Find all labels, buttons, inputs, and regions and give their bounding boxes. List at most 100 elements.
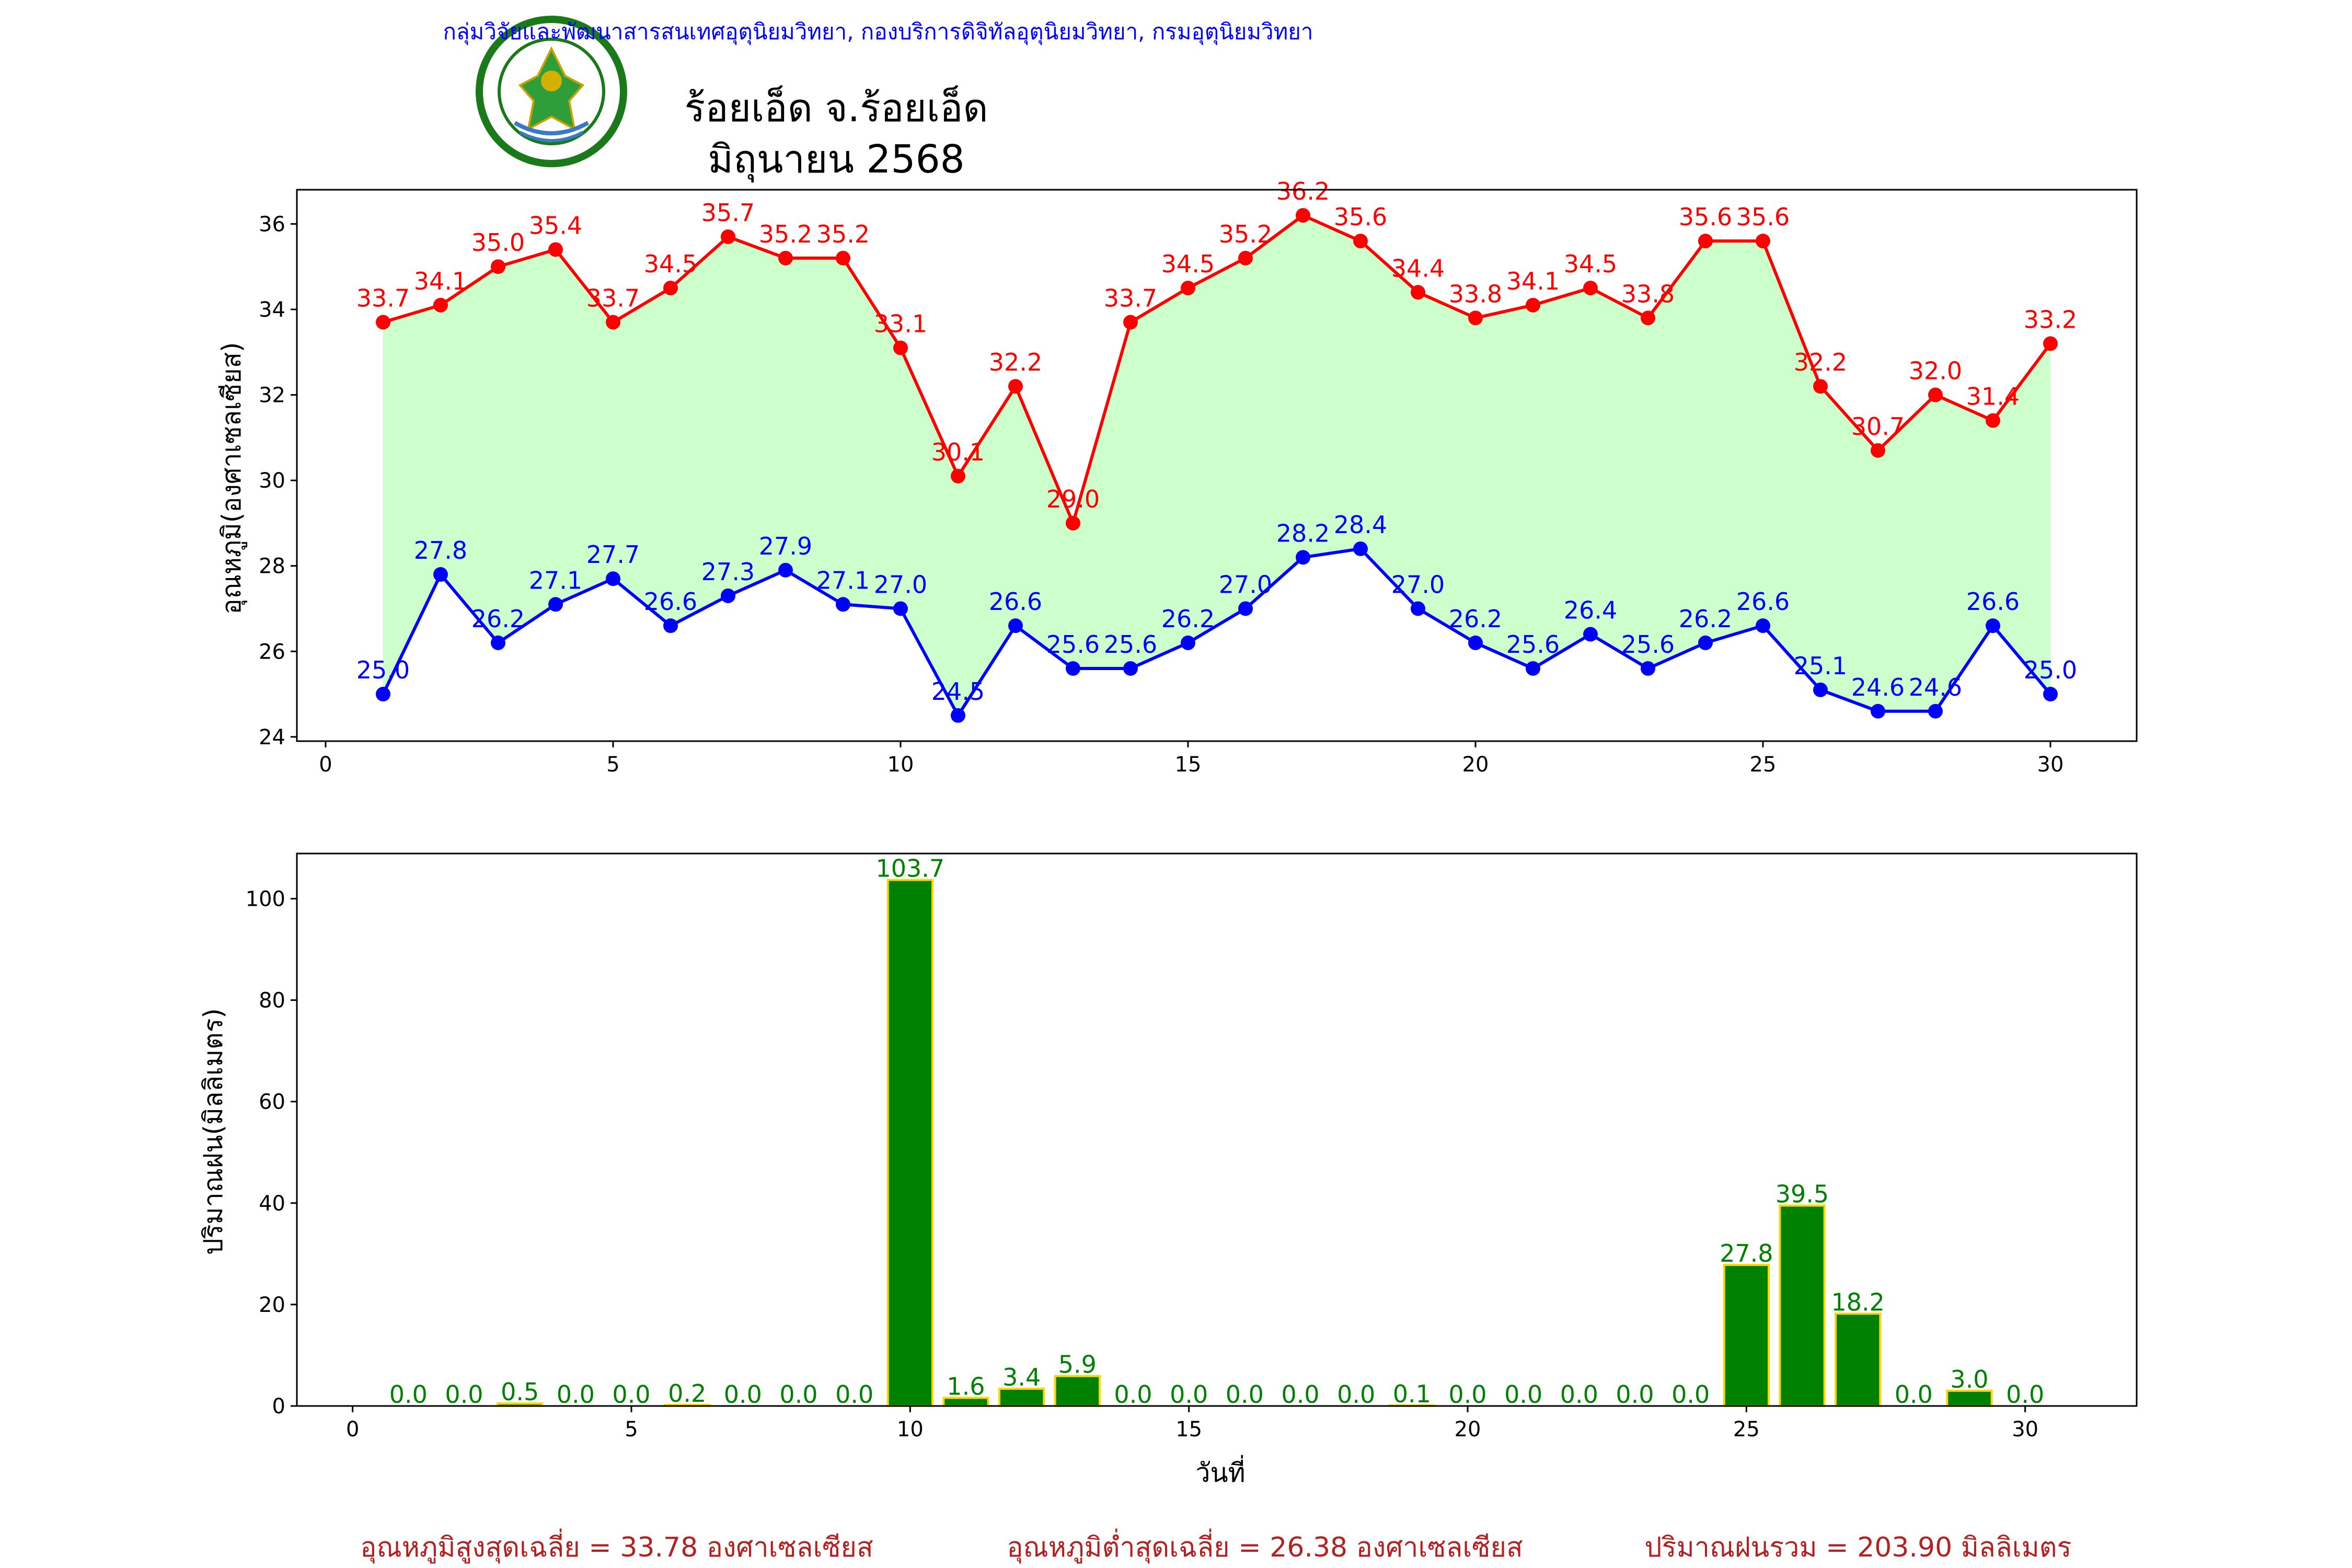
rainfall-y-tick-label: 80: [259, 989, 285, 1013]
rainfall-bar: [1779, 1204, 1826, 1407]
temperature-chart: 33.734.135.035.433.734.535.735.2 35.233.1…: [216, 177, 2138, 777]
min-temperature-point: [721, 588, 735, 603]
max-temperature-point: [1986, 413, 2000, 428]
rainfall-data-label: 0.0: [724, 1380, 762, 1409]
rainfall-data-labels: 0.0 0.0 0.5 0.0 0.0 0.2 0.0 0.0 0.0 103.7 1.6 3.4 5.…: [389, 854, 2044, 1409]
min-temperature-point: [2043, 687, 2058, 702]
rainfall-axes: 0 5 10 15 20 25 30 0 20 40 60 80 100: [246, 852, 2138, 1442]
min-temperature-data-label: 26.2: [471, 605, 525, 633]
rainfall-y-tick-label: 40: [259, 1192, 285, 1216]
max-temperature-point: [1641, 310, 1655, 326]
max-temperature-data-label: 34.1: [414, 267, 467, 295]
footer-avg-min-temp: อุณหภูมิต่ำสุดเฉลี่ย = 26.38 องศาเซลเซีย…: [1007, 1528, 1523, 1564]
min-temperature-point: [1928, 704, 1943, 719]
max-temperature-data-label: 33.8: [1449, 280, 1502, 308]
min-temperature-point: [1238, 601, 1253, 616]
rainfall-bar: [1054, 1375, 1101, 1407]
rainfall-x-tick-label: 0: [346, 1417, 359, 1442]
max-temperature-point: [1698, 234, 1713, 249]
max-temperature-data-label: 35.2: [1219, 220, 1272, 248]
min-temperature-data-label: 25.6: [1104, 630, 1157, 659]
rainfall-y-tick-label: 60: [259, 1090, 285, 1114]
max-temperature-point: [1813, 379, 1828, 394]
min-temperature-point: [663, 618, 678, 633]
max-temperature-point: [2043, 336, 2058, 351]
min-temperature-point: [491, 635, 505, 650]
footer-rain-total: ปริมาณฝนรวม = 203.90 มิลลิเมตร: [1645, 1532, 2072, 1563]
max-temperature-data-label: 35.2: [816, 220, 870, 248]
max-temperature-data-label: 32.2: [989, 348, 1042, 376]
max-temperature-data-label: 33.1: [874, 310, 927, 338]
chart-title-month: มิถุนายน 2568: [708, 137, 965, 183]
max-temperature-data-label: 33.2: [2024, 305, 2077, 333]
rainfall-y-tick-label: 20: [259, 1293, 285, 1317]
rainfall-chart: 0.0 0.0 0.5 0.0 0.0 0.2 0.0 0.0 0.0 103.7 1.6 3.4 5.…: [198, 852, 2138, 1488]
max-temperature-line: [383, 213, 2052, 528]
rainfall-data-label: 0.0: [835, 1380, 873, 1409]
rainfall-data-label: 0.0: [1226, 1380, 1264, 1409]
max-temperature-point: [951, 468, 965, 483]
min-temperature-data-label: 26.6: [1966, 587, 2020, 616]
max-temperature-data-label: 35.4: [529, 211, 582, 239]
max-temperature-data-label: 35.0: [471, 228, 525, 257]
rainfall-data-label: 0.0: [2006, 1380, 2044, 1409]
temperature-axes: 0 5 10 15 20 25 30 24 26 28 30 32 34 36: [259, 189, 2138, 777]
max-temperature-data-label: 33.7: [586, 284, 640, 313]
temperature-x-tick-label: 20: [1462, 753, 1489, 777]
min-temperature-data-label: 27.0: [1219, 570, 1272, 598]
min-temperature-data-label: 27.8: [414, 536, 467, 564]
max-temperature-data-label: 29.0: [1046, 485, 1100, 513]
min-temperature-point: [836, 597, 850, 612]
rainfall-data-label: 0.0: [1337, 1380, 1375, 1409]
meteorological-department-logo: [476, 16, 627, 167]
rainfall-data-label: 39.5: [1775, 1180, 1829, 1208]
min-temperature-series: [376, 541, 2058, 723]
rainfall-data-label: 0.5: [501, 1378, 539, 1406]
rainfall-bar: [886, 879, 933, 1408]
rainfall-x-tick-label: 10: [897, 1417, 924, 1442]
rainfall-data-label: 0.0: [1114, 1380, 1152, 1409]
rainfall-bar: [1946, 1389, 1993, 1408]
min-temperature-data-label: 25.0: [2024, 656, 2077, 684]
min-temperature-data-label: 27.3: [701, 558, 755, 586]
temperature-y-tick-label: 28: [259, 555, 285, 579]
min-temperature-point: [778, 562, 793, 578]
temperature-y-tick-label: 36: [259, 212, 285, 236]
rainfall-data-label: 0.1: [1393, 1380, 1431, 1408]
max-temperature-data-label: 34.5: [1564, 250, 1617, 278]
temperature-x-tick-label: 30: [2037, 753, 2064, 777]
min-temperature-point: [433, 567, 448, 582]
rainfall-data-label: 0.0: [389, 1380, 428, 1409]
max-temperature-point: [1008, 379, 1023, 394]
min-temperature-point: [951, 708, 965, 723]
min-temperature-line: [382, 547, 2052, 719]
max-temperature-point: [548, 242, 563, 257]
max-temperature-data-label: 30.7: [1851, 412, 1905, 441]
min-temperature-point: [1641, 661, 1655, 676]
max-temperature-point: [433, 297, 448, 313]
max-temperature-point: [1353, 234, 1368, 249]
min-temperature-data-label: 27.9: [759, 532, 812, 560]
rainfall-data-label: 5.9: [1058, 1351, 1097, 1379]
rainfall-bar: [1835, 1312, 1882, 1408]
min-temperature-point: [1181, 635, 1195, 650]
min-temperature-point: [1756, 618, 1770, 633]
rainfall-data-label: 0.0: [1504, 1380, 1542, 1409]
min-temperature-point: [1813, 682, 1828, 697]
agency-line: กลุ่มวิจัยและพัฒนาสารสนเทศอุตุนิยมวิทยา,…: [443, 19, 1313, 45]
max-temperature-point: [491, 259, 505, 274]
max-temperature-point: [606, 315, 620, 330]
rainfall-data-label: 0.0: [1671, 1380, 1710, 1409]
max-temperature-point: [1296, 208, 1310, 223]
rainfall-x-tick-label: 30: [2012, 1417, 2038, 1442]
min-temperature-point: [1698, 635, 1713, 650]
max-temperature-data-label: 34.1: [1506, 267, 1560, 295]
max-temperature-point: [1123, 315, 1138, 330]
min-temperature-data-label: 26.6: [644, 587, 697, 616]
max-temperature-point: [376, 315, 390, 330]
temperature-x-tick-label: 0: [319, 753, 332, 777]
min-temperature-point: [1986, 618, 2000, 633]
rainfall-data-label: 27.8: [1720, 1239, 1773, 1267]
rainfall-y-axis-label: ปริมาณฝน(มิลลิเมตร): [198, 1008, 228, 1255]
